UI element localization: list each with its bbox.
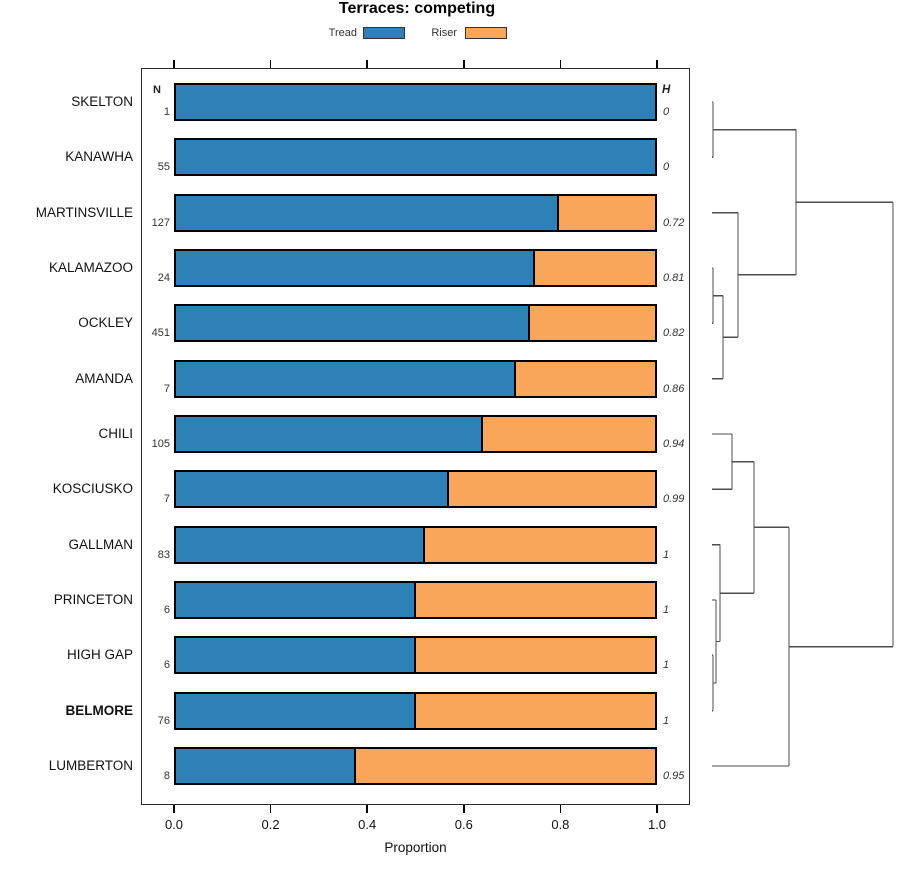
stacked-bar	[174, 193, 657, 232]
tread-segment	[176, 140, 655, 175]
h-value: 1	[663, 714, 670, 727]
h-value: 0.82	[663, 327, 685, 340]
h-value: 0.86	[663, 382, 685, 395]
h-column-header: H	[662, 84, 671, 96]
category-label-lumberton: LUMBERTON	[48, 757, 133, 773]
category-label-gallman: GALLMAN	[68, 536, 133, 552]
category-label-high-gap: HIGH GAP	[66, 647, 133, 663]
tread-segment	[176, 361, 517, 396]
n-value: 8	[163, 769, 170, 782]
x-axis-tick-label: 0.6	[454, 817, 473, 832]
tread-segment	[176, 638, 416, 673]
h-value: 1	[663, 548, 670, 561]
n-value: 7	[163, 493, 170, 506]
h-value: 0	[663, 106, 670, 118]
x-axis-tick-bottom	[463, 805, 465, 813]
legend-label-tread: Tread	[328, 27, 357, 39]
category-label-martinsville: MARTINSVILLE	[35, 204, 133, 220]
n-value: 127	[151, 216, 170, 229]
x-axis-tick-top	[463, 60, 465, 68]
x-axis-tick-top	[173, 60, 175, 68]
category-label-princeton: PRINCETON	[53, 591, 133, 607]
x-axis-tick-bottom	[269, 805, 272, 813]
n-value: 83	[157, 548, 170, 561]
n-value: 7	[163, 382, 170, 395]
stacked-bar	[174, 304, 657, 343]
category-label-kosciusko: KOSCIUSKO	[52, 481, 133, 497]
x-axis-title: Proportion	[384, 840, 447, 855]
legend-swatch-riser	[465, 27, 507, 39]
x-axis-tick-top	[559, 60, 562, 68]
n-value: 6	[163, 659, 170, 672]
category-label-amanda: AMANDA	[75, 370, 133, 386]
tread-segment	[176, 195, 560, 230]
n-value: 24	[157, 271, 170, 284]
x-axis-tick-bottom	[559, 805, 562, 813]
tread-segment	[176, 306, 531, 341]
category-label-kanawha: KANAWHA	[65, 149, 133, 165]
stacked-bar	[174, 83, 657, 121]
category-label-skelton: SKELTON	[71, 94, 133, 109]
tread-segment	[176, 472, 450, 507]
x-axis-tick-top	[366, 60, 368, 68]
x-axis-tick-bottom	[656, 805, 658, 813]
tread-segment	[176, 416, 483, 451]
stacked-bar	[174, 525, 657, 564]
stacked-bar	[174, 414, 657, 453]
plot-area-box	[141, 68, 690, 805]
stacked-bar	[174, 359, 657, 398]
x-axis-tick-label: 0.2	[261, 817, 280, 832]
stacked-bar	[174, 746, 657, 785]
tread-segment	[176, 748, 356, 783]
tread-segment	[176, 250, 536, 285]
tread-segment	[176, 85, 655, 119]
category-label-chili: CHILI	[98, 425, 133, 441]
n-column-header: N	[153, 84, 161, 96]
n-value: 6	[163, 603, 170, 616]
x-axis-tick-label: 0.4	[358, 817, 377, 832]
tread-segment	[176, 693, 416, 728]
h-value: 0.99	[663, 493, 685, 506]
n-value: 451	[151, 327, 170, 340]
x-axis-tick-top	[656, 60, 658, 68]
legend-label-riser: Riser	[431, 27, 457, 39]
stacked-bar	[174, 248, 657, 287]
n-value: 55	[157, 161, 170, 174]
h-value: 0.72	[663, 216, 685, 229]
x-axis-tick-label: 0.8	[551, 817, 570, 832]
h-value: 0	[663, 161, 670, 174]
h-value: 1	[663, 603, 670, 616]
legend-swatch-tread	[363, 27, 405, 39]
n-value: 76	[157, 714, 170, 727]
h-value: 0.95	[663, 769, 685, 782]
stacked-bar	[174, 691, 657, 730]
n-value: 105	[151, 437, 170, 450]
stacked-bar	[174, 470, 657, 509]
x-axis-tick-label: 1.0	[647, 817, 667, 832]
tread-segment	[176, 582, 416, 617]
h-value: 0.94	[663, 437, 685, 450]
x-axis-tick-bottom	[366, 805, 368, 813]
stacked-bar	[174, 636, 657, 675]
stacked-bar	[174, 580, 657, 619]
category-label-kalamazoo: KALAMAZOO	[48, 259, 133, 275]
category-label-belmore: BELMORE	[65, 702, 134, 718]
h-value: 1	[663, 659, 670, 672]
n-value: 1	[163, 106, 170, 118]
category-label-ockley: OCKLEY	[78, 315, 133, 331]
chart-title: Terraces: competing	[338, 0, 496, 17]
x-axis-tick-label: 0.0	[164, 817, 184, 832]
x-axis-tick-top	[269, 60, 272, 68]
stacked-bar	[174, 138, 657, 177]
x-axis-tick-bottom	[173, 805, 175, 813]
h-value: 0.81	[663, 271, 685, 284]
tread-segment	[176, 527, 426, 562]
